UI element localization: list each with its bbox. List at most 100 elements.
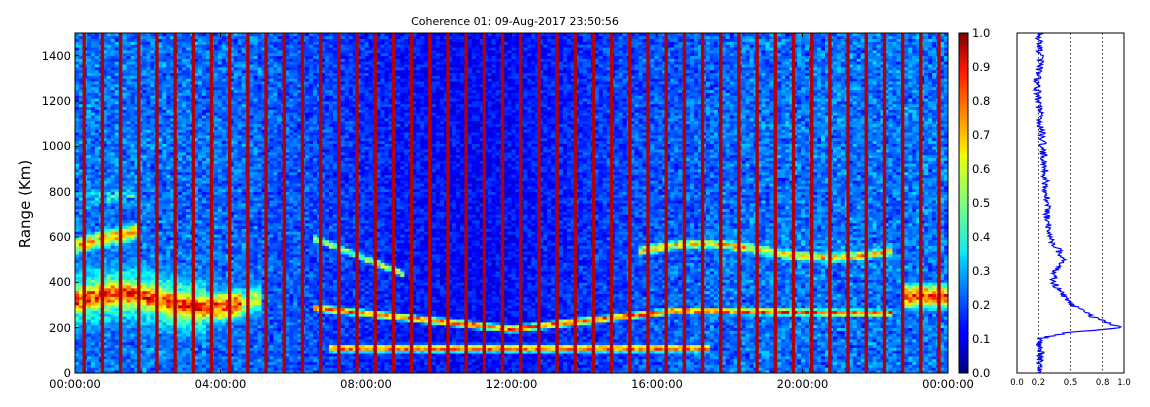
heatmap-cell — [182, 288, 186, 291]
heatmap-cell — [162, 359, 166, 362]
heatmap-cell — [107, 291, 111, 294]
heatmap-cell — [131, 200, 135, 203]
heatmap-cell — [131, 365, 135, 368]
heatmap-cell — [162, 180, 166, 183]
heatmap-cell — [91, 115, 95, 118]
heatmap-cell — [162, 118, 166, 121]
heatmap-cell — [123, 104, 127, 107]
heatmap-cell — [238, 294, 242, 297]
heatmap-cell — [127, 36, 131, 39]
heatmap-cell — [206, 53, 210, 56]
heatmap-cell — [218, 246, 222, 249]
heatmap-cell — [178, 305, 182, 308]
heatmap-cell — [158, 175, 162, 178]
heatmap-cell — [238, 206, 242, 209]
heatmap-cell — [186, 47, 190, 50]
heatmap-cell — [131, 226, 135, 229]
heatmap-cell — [214, 158, 218, 161]
heatmap-cell — [87, 291, 91, 294]
heatmap-cell — [166, 129, 170, 132]
heatmap-cell — [234, 322, 238, 325]
heatmap-cell — [162, 44, 166, 47]
heatmap-cell — [182, 271, 186, 274]
heatmap-cell — [87, 234, 91, 237]
heatmap-cell — [75, 47, 79, 50]
heatmap-cell — [206, 209, 210, 212]
heatmap-cell — [87, 350, 91, 353]
heatmap-cell — [111, 274, 115, 277]
heatmap-cell — [75, 158, 79, 161]
heatmap-cell — [202, 98, 206, 101]
heatmap-cell — [127, 155, 131, 158]
heatmap-cell — [234, 342, 238, 345]
heatmap-cell — [182, 260, 186, 263]
heatmap-cell — [127, 280, 131, 283]
heatmap-cell — [166, 53, 170, 56]
heatmap-cell — [186, 175, 190, 178]
heatmap-cell — [166, 87, 170, 90]
heatmap-cell — [150, 359, 154, 362]
heatmap-cell — [131, 209, 135, 212]
heatmap-cell — [87, 240, 91, 243]
heatmap-cell — [75, 152, 79, 155]
heatmap-cell — [146, 158, 150, 161]
heatmap-cell — [178, 158, 182, 161]
heatmap-cell — [178, 180, 182, 183]
heatmap-cell — [107, 297, 111, 300]
heatmap-cell — [146, 277, 150, 280]
heatmap-cell — [131, 155, 135, 158]
heatmap-cell — [234, 226, 238, 229]
heatmap-cell — [166, 359, 170, 362]
heatmap-cell — [111, 254, 115, 257]
heatmap-cell — [127, 336, 131, 339]
heatmap-cell — [158, 362, 162, 365]
heatmap-cell — [178, 328, 182, 331]
heatmap-cell — [214, 234, 218, 237]
heatmap-cell — [146, 36, 150, 39]
heatmap-cell — [178, 288, 182, 291]
heatmap-cell — [182, 229, 186, 232]
heatmap-cell — [218, 127, 222, 130]
heatmap-cell — [182, 336, 186, 339]
heatmap-cell — [218, 297, 222, 300]
heatmap-cell — [75, 220, 79, 223]
heatmap-cell — [198, 129, 202, 132]
heatmap-cell — [115, 268, 119, 271]
heatmap-cell — [75, 365, 79, 368]
heatmap-cell — [234, 291, 238, 294]
heatmap-cell — [150, 263, 154, 266]
heatmap-cell — [91, 333, 95, 336]
heatmap-cell — [75, 78, 79, 81]
heatmap-cell — [186, 95, 190, 98]
heatmap-cell — [198, 107, 202, 110]
heatmap-cell — [158, 246, 162, 249]
heatmap-cell — [131, 246, 135, 249]
heatmap-cell — [186, 107, 190, 110]
heatmap-cell — [214, 121, 218, 124]
heatmap-cell — [178, 135, 182, 138]
heatmap-cell — [202, 240, 206, 243]
heatmap-cell — [238, 282, 242, 285]
heatmap-cell — [146, 161, 150, 164]
heatmap-cell — [182, 59, 186, 62]
heatmap-cell — [202, 61, 206, 64]
heatmap-cell — [111, 104, 115, 107]
heatmap-cell — [222, 172, 226, 175]
heatmap-cell — [158, 161, 162, 164]
heatmap-cell — [158, 359, 162, 362]
heatmap-cell — [166, 39, 170, 42]
heatmap-cell — [146, 146, 150, 149]
heatmap-cell — [218, 325, 222, 328]
heatmap-cell — [146, 288, 150, 291]
heatmap-cell — [238, 166, 242, 169]
heatmap-cell — [123, 169, 127, 172]
heatmap-cell — [75, 39, 79, 42]
heatmap-cell — [182, 265, 186, 268]
heatmap-cell — [162, 246, 166, 249]
heatmap-cell — [218, 183, 222, 186]
heatmap-cell — [162, 231, 166, 234]
heatmap-cell — [115, 311, 119, 314]
heatmap-cell — [150, 118, 154, 121]
heatmap-cell — [75, 132, 79, 135]
heatmap-cell — [214, 70, 218, 73]
